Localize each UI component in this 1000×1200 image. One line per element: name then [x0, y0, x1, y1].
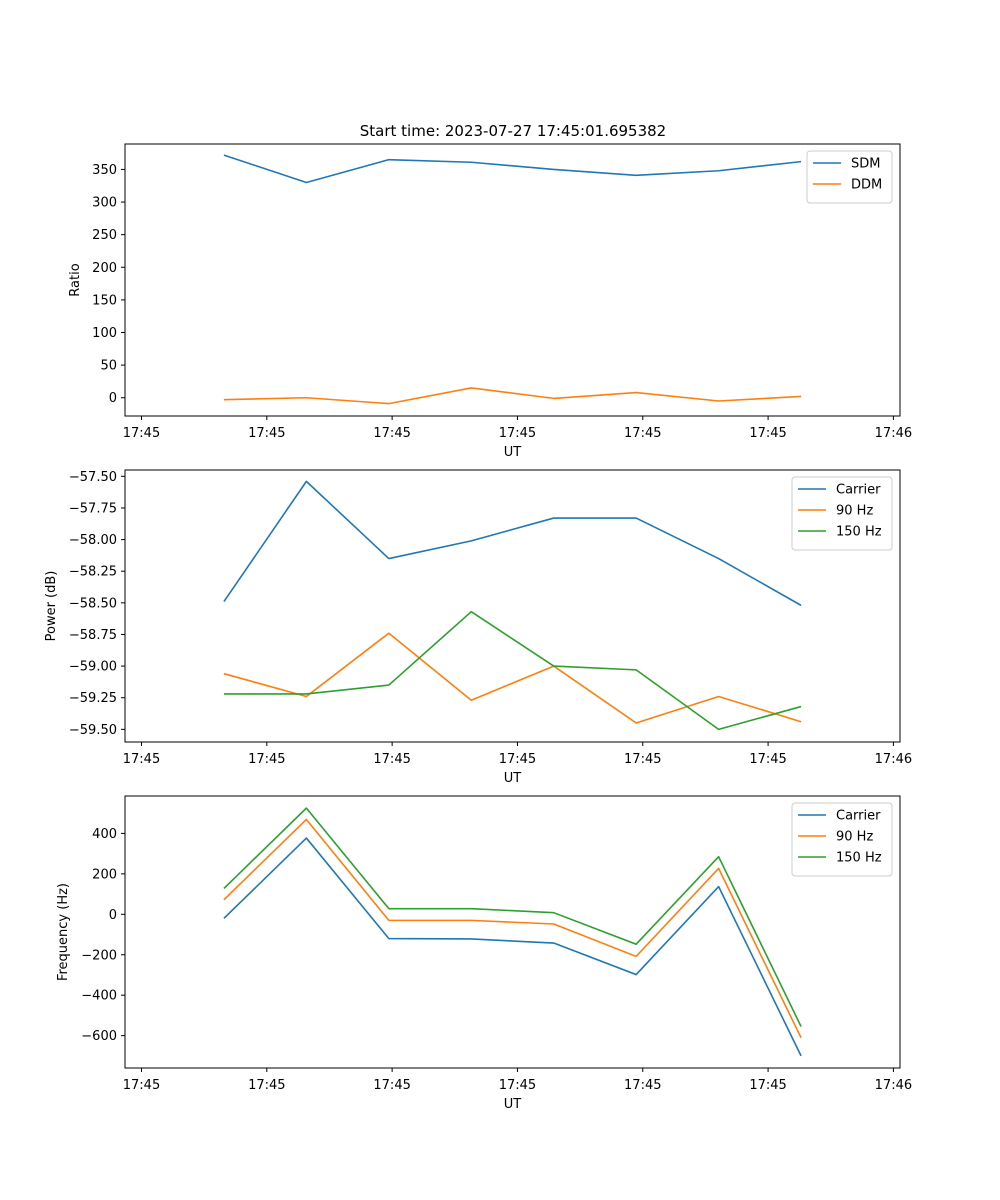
legend-label: Carrier	[836, 483, 881, 498]
y-tick-label: −600	[81, 1029, 117, 1044]
y-tick-label: 0	[109, 908, 117, 923]
x-tick-label: 17:45	[499, 1078, 536, 1093]
y-tick-label: 200	[92, 261, 117, 276]
y-tick-label: −59.50	[69, 723, 117, 738]
y-tick-label: 0	[109, 391, 117, 406]
y-tick-label: −58.75	[69, 628, 117, 643]
x-tick-label: 17:46	[875, 752, 912, 767]
figure-title: Start time: 2023-07-27 17:45:01.695382	[360, 122, 666, 140]
y-tick-label: 150	[92, 293, 117, 308]
x-tick-label: 17:45	[499, 426, 536, 441]
y-axis-label: Ratio	[68, 263, 83, 296]
y-tick-label: 400	[92, 827, 117, 842]
subplot-3: 17:45 17:45 17:45 17:45 17:45 17:45 17:46 UT 400…	[56, 795, 912, 1112]
series-line-sdm	[223, 154, 802, 184]
y-tick-label: 350	[92, 163, 117, 178]
series-line-150-hz	[223, 610, 802, 731]
x-tick-label: 17:45	[499, 752, 536, 767]
legend: Carrier 90 Hz 150 Hz	[791, 802, 893, 877]
y-tick-label: −400	[81, 989, 117, 1004]
x-tick-label: 17:45	[373, 752, 410, 767]
y-tick-label: −58.50	[69, 596, 117, 611]
legend-label: 90 Hz	[836, 830, 873, 845]
legend-label: 90 Hz	[836, 504, 873, 519]
series-line-150-hz	[223, 807, 802, 1027]
legend: Carrier 90 Hz 150 Hz	[791, 476, 893, 551]
x-tick-label: 17:45	[248, 752, 285, 767]
x-tick-label: 17:45	[624, 426, 661, 441]
legend-label: 150 Hz	[836, 851, 882, 866]
y-tick-label: −59.00	[69, 660, 117, 675]
legend-box	[806, 150, 893, 204]
subplot-1: 17:45 17:45 17:45 17:45 17:45 17:45 17:46 UT 0 50…	[68, 143, 912, 460]
x-axis-label: UT	[504, 445, 522, 460]
y-tick-label: 300	[92, 196, 117, 211]
y-tick-label: −57.75	[69, 501, 117, 516]
y-tick-label: 50	[100, 359, 117, 374]
axes-frame	[124, 143, 901, 417]
y-tick-label: 100	[92, 326, 117, 341]
x-tick-label: 17:45	[248, 426, 285, 441]
y-tick-label: −58.00	[69, 533, 117, 548]
x-axis-label: UT	[504, 771, 522, 786]
y-tick-label: −58.25	[69, 565, 117, 580]
series-line-90-hz	[223, 632, 802, 724]
y-tick-label: −200	[81, 948, 117, 963]
x-axis-label: UT	[504, 1097, 522, 1112]
x-tick-label: 17:45	[749, 752, 786, 767]
legend-label: 150 Hz	[836, 525, 882, 540]
x-tick-label: 17:45	[624, 752, 661, 767]
x-tick-label: 17:45	[624, 1078, 661, 1093]
y-tick-label: −59.25	[69, 691, 117, 706]
y-axis-label: Power (dB)	[44, 571, 59, 642]
axes-frame	[124, 795, 901, 1069]
series-line-carrier	[223, 480, 802, 607]
series-line-90-hz	[223, 818, 802, 1039]
axes-frame	[124, 469, 901, 743]
series-line-carrier	[223, 837, 802, 1057]
x-tick-label: 17:46	[875, 426, 912, 441]
legend: SDM DDM	[806, 150, 893, 204]
x-tick-label: 17:45	[123, 426, 160, 441]
x-tick-label: 17:45	[749, 426, 786, 441]
y-axis-label: Frequency (Hz)	[56, 883, 71, 981]
x-tick-label: 17:45	[248, 1078, 285, 1093]
y-tick-label: −57.50	[69, 470, 117, 485]
x-tick-label: 17:46	[875, 1078, 912, 1093]
y-tick-label: 250	[92, 228, 117, 243]
x-tick-label: 17:45	[123, 1078, 160, 1093]
x-tick-label: 17:45	[373, 1078, 410, 1093]
x-tick-label: 17:45	[373, 426, 410, 441]
y-tick-label: 200	[92, 867, 117, 882]
series-line-ddm	[223, 387, 802, 405]
subplot-2: 17:45 17:45 17:45 17:45 17:45 17:45 17:46 UT −57…	[44, 469, 912, 786]
x-tick-label: 17:45	[749, 1078, 786, 1093]
legend-label: DDM	[851, 178, 882, 193]
legend-label: SDM	[851, 157, 880, 172]
legend-label: Carrier	[836, 809, 881, 824]
x-tick-label: 17:45	[123, 752, 160, 767]
